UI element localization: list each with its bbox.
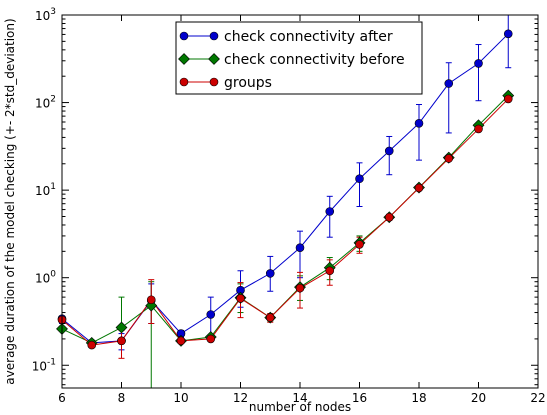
data-point-check-connectivity-after	[295, 243, 305, 253]
legend-label-check-connectivity-before: check connectivity before	[224, 52, 405, 68]
data-point-groups	[325, 266, 335, 276]
x-tick-label: 14	[292, 391, 307, 405]
legend-marker-groups	[179, 77, 189, 87]
x-tick-label: 22	[530, 391, 545, 405]
data-point-groups	[176, 336, 186, 346]
x-tick-label: 8	[118, 391, 126, 405]
data-point-groups	[265, 313, 275, 322]
y-tick-exponent: 2	[50, 95, 56, 105]
data-point-check-connectivity-after	[414, 118, 424, 128]
x-tick-label: 18	[411, 391, 426, 405]
data-point-groups	[117, 336, 126, 346]
y-tick-base: 10	[35, 184, 50, 198]
legend-marker-check-connectivity-before	[208, 53, 220, 65]
y-tick-label: 101	[35, 182, 56, 198]
series-markers	[56, 29, 515, 350]
y-tick-label: 103	[35, 7, 56, 23]
y-tick-base: 10	[32, 359, 47, 373]
data-point-groups	[355, 240, 364, 249]
data-point-check-connectivity-after	[325, 207, 335, 216]
legend-marker-check-connectivity-after	[179, 31, 189, 41]
y-tick-label: 100	[35, 270, 56, 286]
data-point-check-connectivity-before	[115, 321, 128, 334]
series-lines	[61, 33, 509, 346]
data-point-groups	[295, 283, 305, 293]
data-point-check-connectivity-after	[474, 59, 483, 68]
data-point-groups	[503, 94, 513, 104]
y-tick-base: 10	[35, 272, 50, 286]
series-line-groups	[61, 98, 509, 346]
data-point-check-connectivity-after	[355, 174, 364, 184]
data-point-check-connectivity-after	[503, 29, 513, 39]
legend-marker-groups	[209, 77, 219, 87]
y-tick-exponent: 1	[50, 182, 56, 192]
y-tick-base: 10	[35, 9, 50, 23]
legend-marker-check-connectivity-after	[209, 31, 219, 41]
y-tick-label: 102	[35, 95, 56, 111]
legend: check connectivity after check connectivi…	[175, 21, 423, 95]
data-point-groups	[146, 295, 156, 305]
y-tick-label: 10-1	[32, 357, 56, 373]
y-tick-exponent: 0	[50, 270, 56, 280]
data-point-check-connectivity-after	[444, 79, 454, 88]
legend-label-check-connectivity-after: check connectivity after	[224, 29, 393, 45]
legend-label-groups: groups	[224, 75, 272, 91]
x-tick-label: 12	[233, 391, 248, 405]
data-point-groups	[414, 183, 424, 193]
data-point-groups	[474, 124, 483, 134]
data-point-groups	[444, 154, 454, 163]
legend-marker-check-connectivity-before	[178, 53, 190, 65]
y-tick-base: 10	[35, 97, 50, 111]
y-tick-exponent: -1	[47, 357, 56, 367]
y-tick-exponent: 3	[50, 7, 56, 17]
x-axis-label: number of nodes	[249, 400, 351, 414]
x-tick-label: 20	[471, 391, 486, 405]
data-point-groups	[87, 340, 97, 350]
data-point-check-connectivity-after	[265, 269, 275, 278]
x-tick-label: 6	[58, 391, 66, 405]
y-axis-label: average duration of the model checking (…	[3, 18, 17, 384]
data-point-check-connectivity-after	[384, 146, 394, 156]
data-point-groups	[236, 294, 245, 303]
data-point-groups	[384, 212, 394, 222]
data-point-check-connectivity-after	[206, 310, 216, 319]
x-tick-label: 16	[352, 391, 367, 405]
x-tick-label: 10	[173, 391, 188, 405]
data-point-groups	[206, 334, 216, 344]
